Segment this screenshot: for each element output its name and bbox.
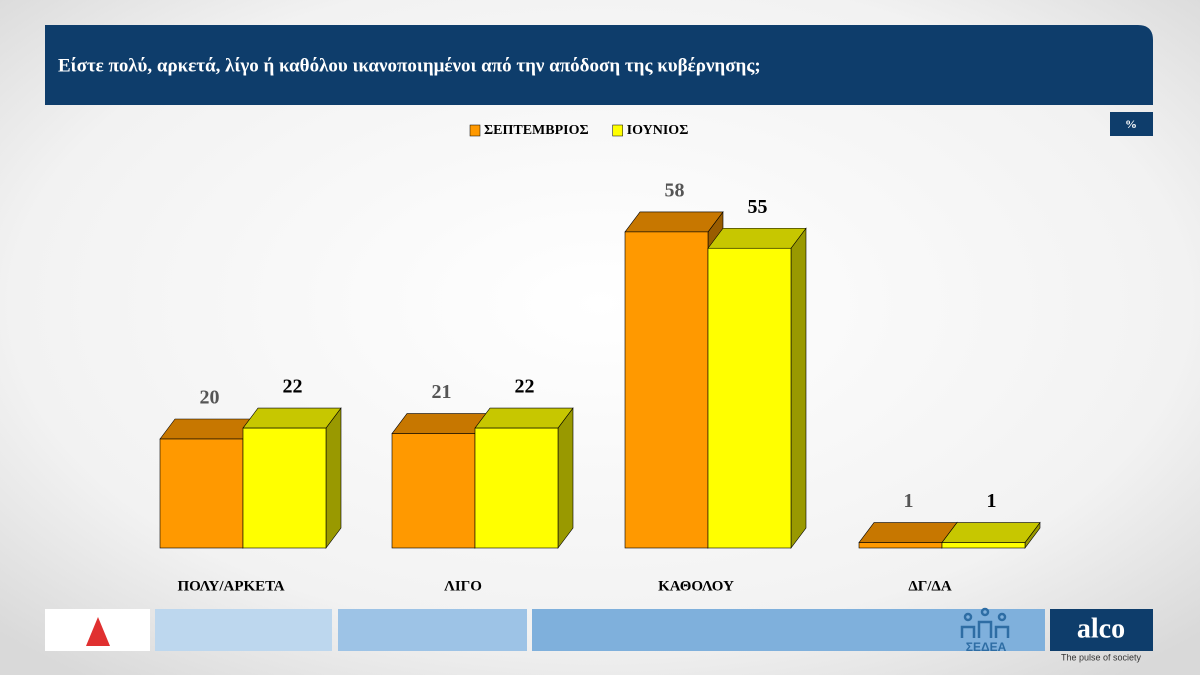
bar: [941, 521, 1041, 549]
bar-front: [858, 542, 943, 549]
alco-logo: alco: [1077, 613, 1125, 644]
plot: ΠΟΛΥ/ΑΡΚΕΤΑ 20 22 ΛΙΓΟ 21 22 ΚΑΘΟΛΟΥ 58 55 ΔΓ/ΔΑ 1…: [159, 179, 1041, 594]
bar-top: [941, 522, 1041, 543]
brand-icon: [960, 607, 1010, 638]
brand-text: ΣΕΔΕΑ: [966, 640, 1007, 654]
bar-side: [790, 227, 807, 549]
x-tick-label: ΔΓ/ΔΑ: [908, 578, 952, 594]
bar-side: [325, 407, 342, 549]
value-label: 1: [987, 490, 997, 512]
bar-top: [858, 522, 958, 543]
bar-top: [707, 227, 807, 249]
bar-front: [941, 542, 1026, 549]
bar-front: [242, 427, 327, 549]
bar: [391, 412, 491, 549]
footer-strip: [532, 609, 1045, 651]
bar-front: [391, 433, 476, 549]
bar: [707, 227, 807, 549]
value-label: 21: [432, 381, 452, 403]
bar-front: [624, 231, 709, 549]
x-tick-label: ΠΟΛΥ/ΑΡΚΕΤΑ: [177, 578, 284, 594]
channel-logo: [86, 617, 110, 646]
legend-swatch: [469, 124, 481, 137]
footer-strip: [338, 609, 527, 651]
value-label: 20: [200, 387, 220, 409]
value-label: 1: [904, 490, 914, 512]
bar-top: [242, 407, 342, 429]
header-bar: [45, 25, 1153, 105]
bar-front: [707, 247, 792, 549]
bar-top: [474, 407, 574, 429]
legend-swatch: [612, 124, 623, 137]
unit-badge: [1110, 112, 1153, 136]
x-tick-label: ΛΙΓΟ: [444, 578, 482, 594]
footer-strip: [155, 609, 332, 651]
value-label: 58: [665, 179, 685, 201]
bar-top: [624, 211, 724, 233]
bar-front: [474, 427, 559, 549]
legend-label: ΙΟΥΝΙΟΣ: [627, 123, 689, 138]
tagline: The pulse of society: [1061, 652, 1142, 662]
value-label: 22: [283, 376, 303, 398]
value-label: 55: [748, 196, 768, 218]
value-label: 22: [515, 376, 535, 398]
alco-box: [1050, 609, 1153, 651]
x-tick-label: ΚΑΘΟΛΟΥ: [658, 578, 734, 594]
bar: [474, 407, 574, 549]
chart-title: Είστε πολύ, αρκετά, λίγο ή καθόλου ικανο…: [58, 55, 761, 76]
bar-front: [159, 438, 244, 549]
legend: ΣΕΠΤΕΜΒΡΙΟΣ ΙΟΥΝΙΟΣ: [469, 123, 689, 138]
bar: [242, 407, 342, 549]
bar-side: [557, 407, 574, 549]
legend-label: ΣΕΠΤΕΜΒΡΙΟΣ: [484, 123, 589, 138]
unit-badge-text: %: [1125, 117, 1137, 131]
